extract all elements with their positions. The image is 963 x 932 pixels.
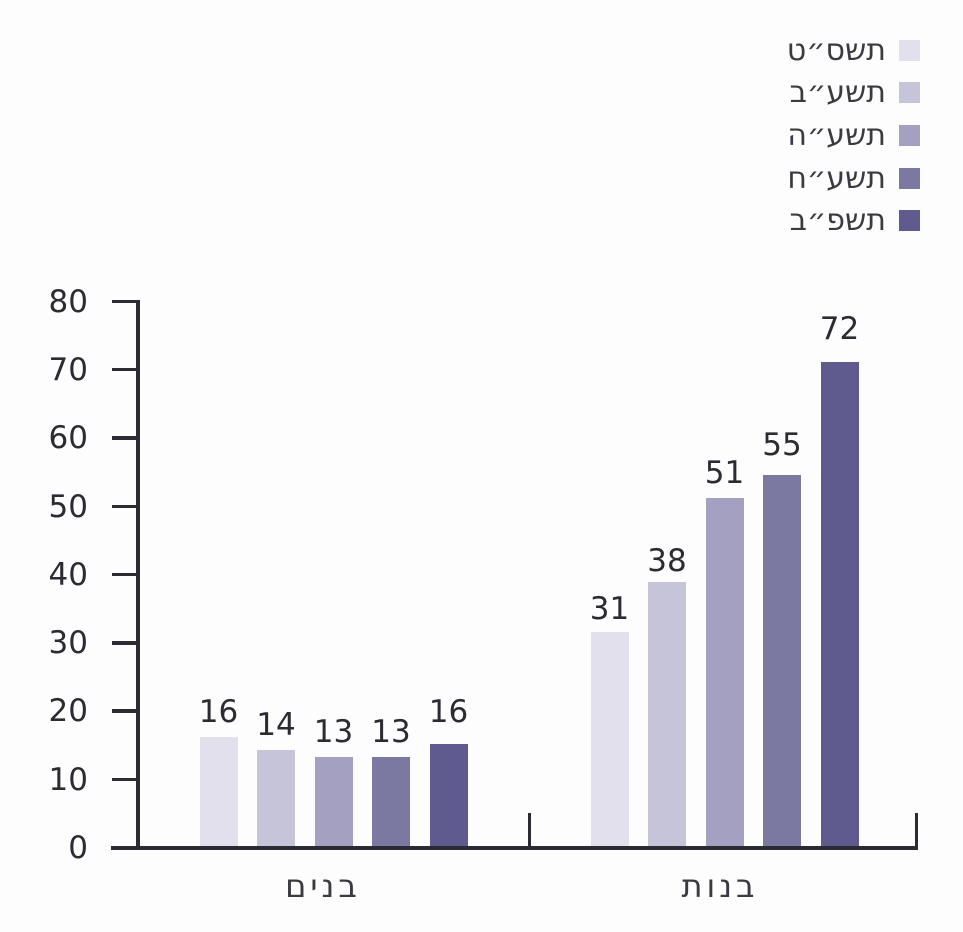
y-tick-label: 60 xyxy=(48,420,88,457)
y-tick xyxy=(112,641,140,645)
bar xyxy=(257,750,295,846)
y-tick-label: 20 xyxy=(48,693,88,730)
bar xyxy=(199,736,238,846)
legend-label: תשפ״ב xyxy=(789,203,886,239)
category-label: בנות xyxy=(681,867,759,905)
y-tick xyxy=(112,436,140,440)
bar-value-label: 14 xyxy=(256,707,296,744)
y-tick-label: 0 xyxy=(68,830,88,866)
bar-value-label: 13 xyxy=(313,714,354,751)
legend-item: תשע״ה xyxy=(787,114,920,157)
legend-swatch xyxy=(899,167,920,189)
legend-swatch xyxy=(899,124,920,146)
bar-value-label: 38 xyxy=(647,543,687,580)
bar-value-label: 16 xyxy=(198,693,239,730)
bar xyxy=(648,582,686,846)
legend-swatch xyxy=(899,210,920,232)
y-tick xyxy=(112,709,140,713)
bar xyxy=(429,743,468,846)
bar xyxy=(820,361,859,846)
y-tick xyxy=(112,367,140,372)
legend-swatch xyxy=(899,82,920,104)
category-label: בנים xyxy=(285,867,361,905)
legend: תשס״ט תשע״ב תשע״ה תשע״ח תשפ״ב xyxy=(787,29,920,242)
y-tick-label: 50 xyxy=(48,488,88,525)
y-tick-label: 30 xyxy=(48,625,88,662)
bar xyxy=(590,632,629,846)
y-tick xyxy=(112,299,140,304)
x-axis-tick xyxy=(914,813,918,846)
bar xyxy=(314,757,353,846)
legend-label: תשע״ב xyxy=(789,75,886,111)
x-axis-line xyxy=(111,846,918,850)
y-tick xyxy=(112,504,140,508)
bar xyxy=(372,757,410,846)
bar-value-label: 55 xyxy=(762,427,802,464)
bar-value-label: 31 xyxy=(589,591,630,628)
bar-value-label: 16 xyxy=(428,693,469,730)
bar-value-label: 72 xyxy=(819,311,860,348)
y-tick xyxy=(112,777,140,782)
legend-item: תשע״ח xyxy=(787,157,920,200)
y-tick-label: 40 xyxy=(48,556,88,593)
legend-item: תשע״ב xyxy=(787,72,920,115)
legend-item: תשפ״ב xyxy=(787,199,920,242)
x-axis-tick xyxy=(527,813,531,846)
bar-value-label: 51 xyxy=(704,454,745,491)
y-tick xyxy=(112,572,140,577)
y-tick-label: 70 xyxy=(48,351,88,388)
y-tick-label: 10 xyxy=(48,761,88,798)
bar xyxy=(763,475,801,846)
y-tick-label: 80 xyxy=(48,283,88,320)
legend-label: תשס״ט xyxy=(786,32,886,68)
legend-swatch xyxy=(899,39,920,61)
legend-item: תשס״ט xyxy=(787,29,920,72)
bar-value-label: 13 xyxy=(371,714,411,751)
legend-label: תשע״ה xyxy=(787,117,886,153)
bar xyxy=(705,497,744,846)
legend-label: תשע״ח xyxy=(787,160,886,196)
